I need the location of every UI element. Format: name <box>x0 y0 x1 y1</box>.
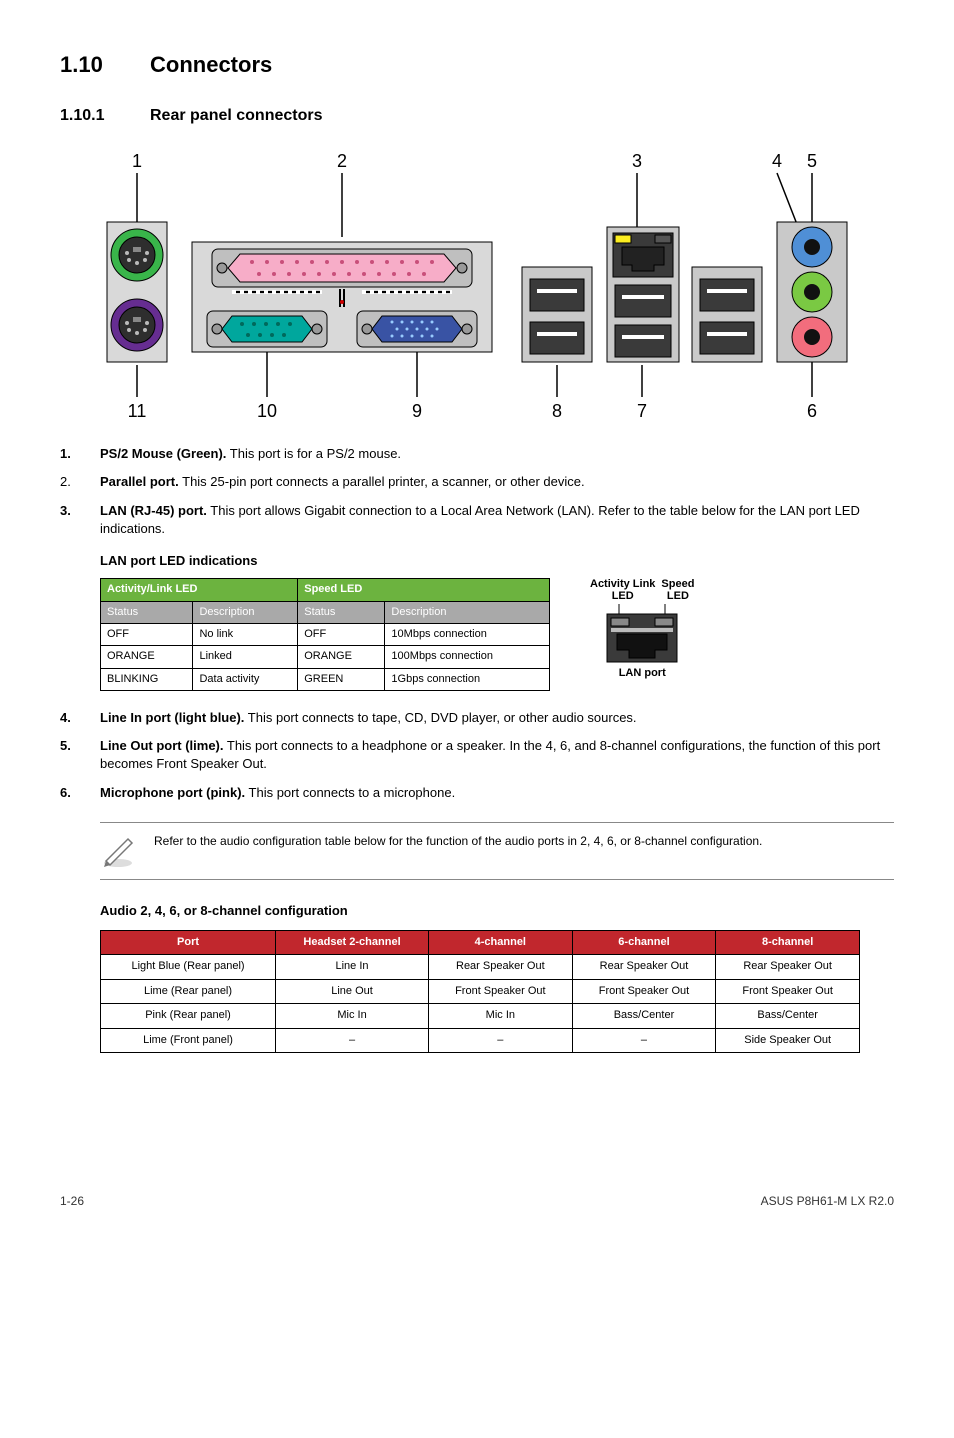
audio-section-title: Audio 2, 4, 6, or 8-channel configuratio… <box>100 902 894 920</box>
audio-header: 6-channel <box>572 931 716 955</box>
page-footer: 1-26 ASUS P8H61-M LX R2.0 <box>60 1193 894 1210</box>
lan-usb-block <box>607 227 679 362</box>
audio-header: 8-channel <box>716 931 860 955</box>
led-section-title: LAN port LED indications <box>100 552 894 570</box>
list-item: 5. Line Out port (lime). This port conne… <box>60 737 894 773</box>
footer-right: ASUS P8H61-M LX R2.0 <box>761 1193 894 1210</box>
table-row: Lime (Rear panel)Line OutFront Speaker O… <box>101 979 860 1003</box>
table-row: Pink (Rear panel)Mic InMic InBass/Center… <box>101 1004 860 1028</box>
list-item: 2. Parallel port. This 25-pin port conne… <box>60 473 894 491</box>
item-body: Line Out port (lime). This port connects… <box>100 737 894 773</box>
lan-label-left: Activity LinkLED <box>590 578 655 602</box>
audio-header: 4-channel <box>429 931 573 955</box>
subsection-heading: 1.10.1Rear panel connectors <box>60 105 894 127</box>
diagram-label-3: 3 <box>632 151 642 171</box>
diagram-label-1: 1 <box>132 151 142 171</box>
subsection-title: Rear panel connectors <box>150 107 323 124</box>
table-row: OFFNo linkOFF10Mbps connection <box>101 623 550 645</box>
audio-header: Port <box>101 931 276 955</box>
lan-port-diagram: Activity LinkLED SpeedLED LAN port <box>590 578 694 682</box>
item-number: 1. <box>60 445 100 463</box>
item-body: PS/2 Mouse (Green). This port is for a P… <box>100 445 894 463</box>
led-group-header: Speed LED <box>298 579 550 601</box>
usb-block-1 <box>522 267 592 362</box>
footer-left: 1-26 <box>60 1193 84 1210</box>
item-number: 6. <box>60 784 100 802</box>
led-table: Activity/Link LED Speed LED Status Descr… <box>100 578 550 691</box>
diagram-label-4: 4 <box>772 151 782 171</box>
item-number: 2. <box>60 473 100 491</box>
table-row: ORANGELinkedORANGE100Mbps connection <box>101 646 550 668</box>
table-row: Light Blue (Rear panel)Line InRear Speak… <box>101 955 860 979</box>
list-item: 4. Line In port (light blue). This port … <box>60 709 894 727</box>
led-group-header: Activity/Link LED <box>101 579 298 601</box>
diagram-label-7: 7 <box>637 401 647 421</box>
item-body: Parallel port. This 25-pin port connects… <box>100 473 894 491</box>
audio-block <box>777 222 847 362</box>
item-number: 3. <box>60 502 100 538</box>
led-col-header: Status <box>101 601 193 623</box>
item-body: LAN (RJ-45) port. This port allows Gigab… <box>100 502 894 538</box>
table-row: BLINKINGData activityGREEN1Gbps connecti… <box>101 668 550 690</box>
table-row: Lime (Front panel)–––Side Speaker Out <box>101 1028 860 1052</box>
audio-table: Port Headset 2-channel 4-channel 6-chann… <box>100 930 860 1053</box>
list-item: 6. Microphone port (pink). This port con… <box>60 784 894 802</box>
connector-list-a: 1. PS/2 Mouse (Green). This port is for … <box>60 445 894 538</box>
led-col-header: Status <box>298 601 385 623</box>
list-item: 3. LAN (RJ-45) port. This port allows Gi… <box>60 502 894 538</box>
diagram-label-10: 10 <box>257 401 277 421</box>
diagram-label-2: 2 <box>337 151 347 171</box>
subsection-number: 1.10.1 <box>60 105 150 127</box>
note-block: Refer to the audio configuration table b… <box>100 822 894 880</box>
led-col-header: Description <box>193 601 298 623</box>
ps2-stack <box>107 222 167 362</box>
parallel-block <box>192 242 492 352</box>
section-title: Connectors <box>150 52 272 77</box>
item-number: 4. <box>60 709 100 727</box>
diagram-label-11: 11 <box>128 401 147 421</box>
usb-block-2 <box>692 267 762 362</box>
item-body: Line In port (light blue). This port con… <box>100 709 894 727</box>
lan-caption: LAN port <box>590 666 694 681</box>
diagram-label-9: 9 <box>412 401 422 421</box>
note-text: Refer to the audio configuration table b… <box>154 833 762 850</box>
diagram-label-8: 8 <box>552 401 562 421</box>
item-number: 5. <box>60 737 100 773</box>
led-col-header: Description <box>385 601 550 623</box>
diagram-label-5: 5 <box>807 151 817 171</box>
rear-panel-diagram: 1 2 3 4 5 <box>60 147 894 427</box>
audio-header: Headset 2-channel <box>276 931 429 955</box>
item-body: Microphone port (pink). This port connec… <box>100 784 894 802</box>
lan-label-right: SpeedLED <box>661 578 694 602</box>
connector-list-b: 4. Line In port (light blue). This port … <box>60 709 894 802</box>
list-item: 1. PS/2 Mouse (Green). This port is for … <box>60 445 894 463</box>
section-heading: 1.10Connectors <box>60 50 894 81</box>
section-number: 1.10 <box>60 50 150 81</box>
diagram-label-6: 6 <box>807 401 817 421</box>
note-icon <box>100 833 136 869</box>
